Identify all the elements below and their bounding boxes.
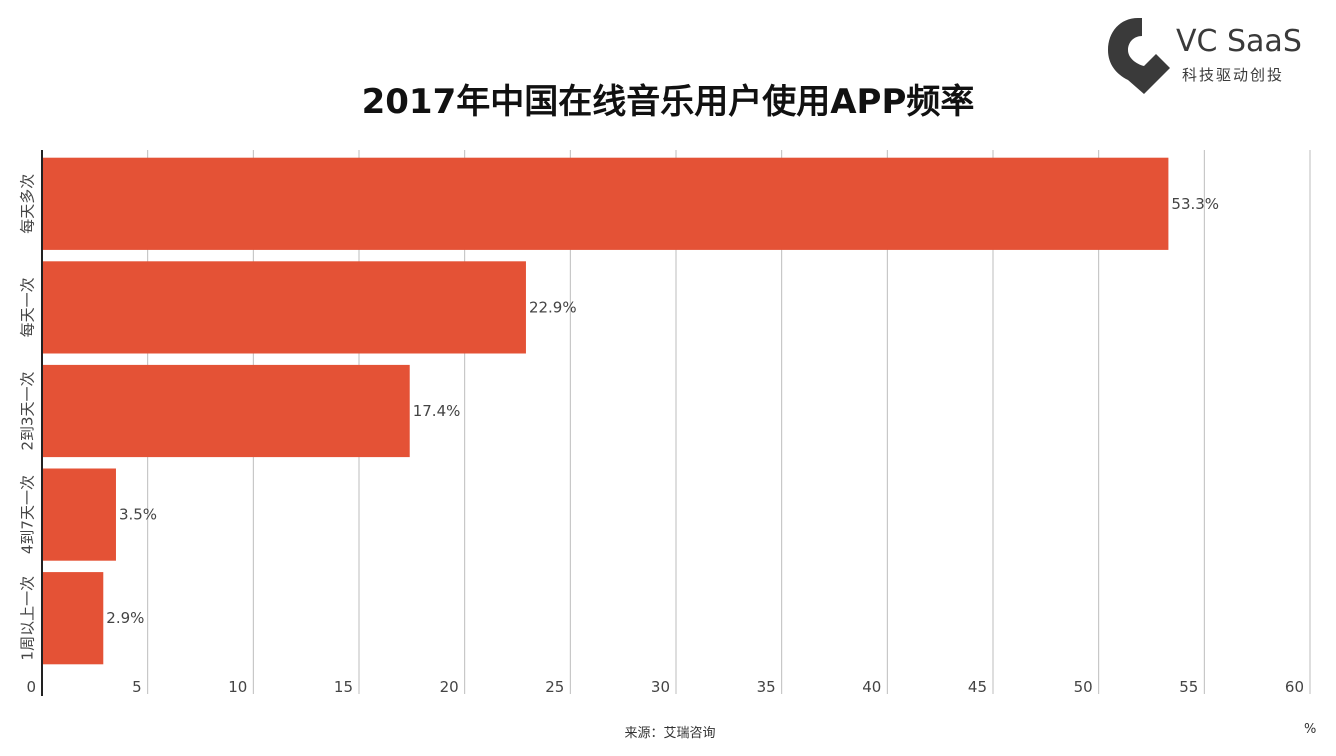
bar [43, 364, 410, 458]
x-tick-label: 55 [1179, 678, 1198, 696]
x-tick-label: 25 [545, 678, 564, 696]
x-tick-label: 60 [1285, 678, 1304, 696]
chart-title: 2017年中国在线音乐用户使用APP频率 [361, 82, 975, 122]
x-tick-label: 45 [968, 678, 987, 696]
bars [43, 157, 1169, 665]
x-tick-label: 50 [1074, 678, 1093, 696]
value-labels: 53.3% 22.9% 17.4% 3.5% 2.9% [106, 195, 1219, 627]
x-tick-labels: 0 5 10 15 20 25 30 35 40 45 50 55 60 [26, 678, 1304, 696]
data-label: 53.3% [1171, 195, 1219, 213]
vc-saas-logo: VC SaaS 科技驱动创投 [1100, 12, 1320, 102]
category-label: 1周以上一次 [19, 576, 37, 661]
category-label: 每天多次 [19, 174, 37, 234]
data-label: 17.4% [413, 402, 461, 420]
logo-mark-icon [1108, 18, 1170, 94]
bar [43, 468, 116, 561]
x-tick-label: 15 [334, 678, 353, 696]
bar [43, 261, 526, 354]
x-tick-label: 0 [26, 678, 36, 696]
logo-name: VC SaaS [1176, 24, 1302, 59]
x-tick-label: 20 [440, 678, 459, 696]
data-label: 2.9% [106, 609, 144, 627]
x-tick-label: 10 [228, 678, 247, 696]
source-note: 来源：艾瑞咨询 [624, 726, 716, 741]
x-tick-label: 40 [862, 678, 881, 696]
data-label: 22.9% [529, 298, 577, 316]
bar [43, 157, 1169, 250]
unit-label: % [1304, 722, 1317, 737]
data-label: 3.5% [119, 506, 157, 524]
logo-tagline: 科技驱动创投 [1182, 66, 1285, 84]
category-label: 2到3天一次 [19, 371, 37, 450]
category-label: 每天一次 [19, 277, 37, 337]
x-tick-label: 35 [757, 678, 776, 696]
bar [43, 572, 104, 665]
category-label: 4到7天一次 [19, 475, 37, 554]
x-tick-label: 30 [651, 678, 670, 696]
x-tick-label: 5 [132, 678, 142, 696]
